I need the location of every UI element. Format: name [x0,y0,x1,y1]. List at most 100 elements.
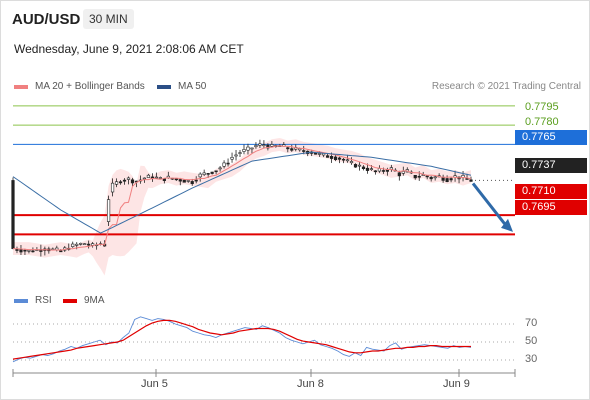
candle-body [330,156,334,159]
x-tick-jun9: Jun 9 [443,378,470,390]
candle-body [369,168,374,170]
bollinger-band [13,138,471,276]
candle-body [433,176,437,179]
candle-body [174,178,178,181]
candle-body [106,199,111,222]
ma20-label: MA 20 + Bollinger Bands [35,81,145,92]
x-tick-jun8: Jun 8 [297,378,324,390]
candle-body [270,144,274,147]
candle-body [194,179,198,182]
candle-body [373,170,378,173]
candle-body [79,242,83,245]
candle-body [198,173,202,178]
forecast-arrow-head [501,218,513,232]
rsi-tick-70: 70 [525,317,538,329]
candle-body [11,180,15,249]
candle-body [190,181,194,185]
rsi-tick-30: 30 [525,353,538,365]
candle-body [210,171,214,174]
candle-body [122,179,127,182]
candle-body [302,150,306,152]
candle-body [118,181,123,184]
candle-body [353,164,358,168]
legend-rsi: RSI [14,295,52,306]
legend-rsi-ma: 9MA [63,295,105,306]
candle-body [75,243,79,246]
candle-body [242,149,246,152]
level-tag-0.7765: 0.7765 [515,130,587,145]
candle-body [162,178,166,181]
candle-body [19,249,23,253]
candle-body [218,167,222,170]
candle-body [158,177,162,179]
candle-body [413,174,417,179]
candle-body [349,161,354,164]
ma20-swatch [14,84,28,89]
ma50-swatch [157,84,171,89]
candle-body [110,182,115,193]
candle-body [449,178,453,181]
candle-body [365,167,370,171]
candle-body [397,172,401,177]
level-tag-0.7710: 0.7710 [515,184,587,199]
candle-body [262,144,266,147]
forecast-arrow-shaft [471,182,509,228]
candle-body [226,162,230,165]
candle-body [381,170,385,172]
candle-body [202,172,206,175]
candle-body [290,148,294,151]
ma50-line [12,151,472,234]
candle-body [230,156,234,160]
level-tag-0.7695: 0.7695 [515,200,587,215]
timeframe-badge[interactable]: 30 MIN [83,9,134,29]
candle-body [318,153,322,155]
candle-body [401,171,405,174]
legend-ma50: MA 50 [157,81,206,92]
x-tick-jun5: Jun 5 [141,378,168,390]
rsi-ma-label: 9MA [84,295,105,306]
candle-body [234,154,238,157]
legend-ma20: MA 20 + Bollinger Bands [14,81,145,92]
credit-text: Research © 2021 Trading Central [431,81,581,92]
candle-body [186,180,190,182]
candle-body [389,167,393,170]
candle-body [429,176,433,180]
candle-body [417,175,421,178]
candle-body [114,181,119,185]
candle-body [83,243,87,245]
candle-body [345,159,350,162]
candle-body [337,157,342,160]
candle-body [266,144,270,149]
rsi-label: RSI [35,295,52,306]
candle-body [23,249,27,252]
rsi-swatch [14,298,28,303]
candle-body [361,166,366,170]
candle-body [445,178,449,182]
candle-body [87,243,91,246]
instrument-title: AUD/USD [12,11,81,28]
candle-body [178,179,182,182]
candle-body [250,147,254,150]
candle-body [246,146,250,151]
candle-body [59,250,63,253]
candle-body [254,145,258,147]
candle-body [71,243,75,247]
candle-body [146,174,151,178]
candle-body [425,175,429,178]
rsi-line [12,316,472,363]
candle-body [286,147,290,150]
candle-body [142,177,147,180]
candle-body [222,162,226,167]
candle-body [182,179,186,183]
candle-body [214,170,218,173]
candle-body [469,179,473,182]
candle-body [27,250,31,252]
candle-body [31,250,35,253]
candle-body [126,177,131,180]
candle-body [154,176,158,179]
level-label-0.7780: 0.7780 [525,116,559,128]
candle-body [357,164,362,167]
ma50-label: MA 50 [178,81,207,92]
